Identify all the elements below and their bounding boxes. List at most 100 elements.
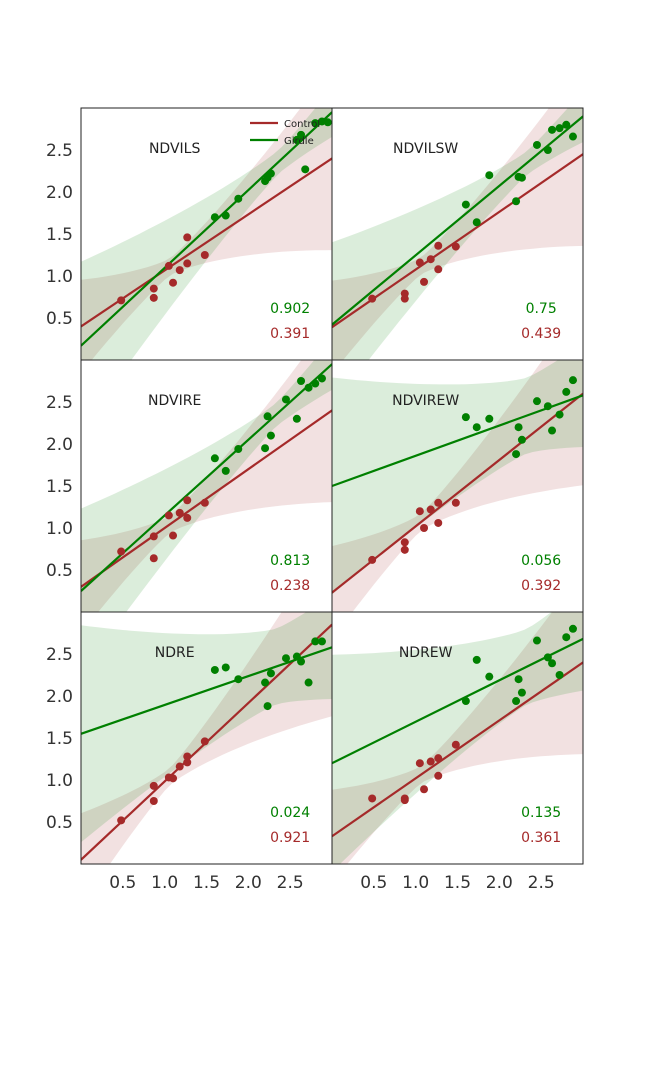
x-tick-label: 2.5 <box>277 873 304 893</box>
control-r2-label: 0.361 <box>521 830 561 846</box>
girdle-point <box>532 140 541 149</box>
control-point <box>175 508 184 517</box>
girdle-point <box>562 387 571 396</box>
control-point <box>434 518 443 527</box>
control-point <box>200 498 209 507</box>
girdle-point <box>512 197 521 206</box>
y-tick-label: 1.0 <box>46 771 73 791</box>
girdle-point <box>323 118 332 127</box>
x-tick-label: 1.5 <box>193 873 220 893</box>
girdle-point <box>234 194 243 203</box>
girdle-point <box>311 379 320 388</box>
panel-frame <box>331 611 584 865</box>
girdle-point <box>311 637 320 646</box>
girdle-point <box>297 657 306 666</box>
panel-ndre: NDRE 0.024 0.921 0.5 1.0 1.5 2.0 2.5 0.5 1.0 1.5 2.… <box>46 611 333 893</box>
control-point <box>426 757 435 766</box>
legend: Control Girdle <box>250 119 320 147</box>
control-point <box>183 259 192 268</box>
control-point <box>164 261 173 270</box>
control-point <box>368 555 377 564</box>
control-point <box>400 545 409 554</box>
girdle-point <box>317 117 326 126</box>
control-point <box>149 284 158 293</box>
control-point <box>149 532 158 541</box>
girdle-point <box>532 397 541 406</box>
girdle-regression-line <box>332 637 583 765</box>
girdle-point <box>261 444 270 453</box>
girdle-point <box>266 169 275 178</box>
girdle-point <box>297 130 306 139</box>
control-point <box>117 816 126 825</box>
girdle-point <box>568 132 577 141</box>
girdle-r2-label: 0.75 <box>526 301 557 317</box>
y-tick-label: 2.0 <box>46 435 73 455</box>
girdle-regression-line <box>81 111 332 347</box>
girdle-point <box>485 414 494 423</box>
girdle-point <box>514 675 523 684</box>
girdle-r2-label: 0.902 <box>270 301 310 317</box>
plot-area <box>332 108 583 360</box>
girdle-point <box>517 435 526 444</box>
girdle-point <box>304 678 313 687</box>
girdle-r2-label: 0.813 <box>270 553 310 569</box>
girdle-point <box>514 423 523 432</box>
panel-title: NDVILSW <box>393 141 458 157</box>
control-point <box>164 511 173 520</box>
girdle-r2-label: 0.024 <box>270 805 310 821</box>
y-tick-label: 2.5 <box>46 393 73 413</box>
y-tick-label: 0.5 <box>46 813 73 833</box>
girdle-point <box>548 125 557 134</box>
girdle-point <box>234 445 243 454</box>
girdle-point <box>548 659 557 668</box>
girdle-point <box>263 412 272 421</box>
control-point <box>175 762 184 771</box>
control-point <box>368 294 377 303</box>
y-tick-label: 1.5 <box>46 477 73 497</box>
girdle-r2-label: 0.135 <box>521 805 561 821</box>
y-tick-label: 1.0 <box>46 519 73 539</box>
control-point <box>420 277 429 286</box>
girdle-point <box>562 633 571 642</box>
control-point <box>117 547 126 556</box>
girdle-point <box>297 377 306 385</box>
plot-area <box>332 612 583 864</box>
x-tick-label: 0.5 <box>360 873 387 893</box>
control-point <box>451 498 460 507</box>
control-point <box>183 233 192 242</box>
control-point <box>149 554 158 563</box>
control-point <box>451 740 460 749</box>
control-r2-label: 0.391 <box>270 326 310 342</box>
y-tick-label: 2.0 <box>46 687 73 707</box>
girdle-point <box>221 663 230 672</box>
panel-title: NDRE <box>155 645 195 661</box>
control-point <box>149 797 158 805</box>
girdle-point <box>461 200 470 209</box>
girdle-r2-label: 0.056 <box>521 553 561 569</box>
control-point <box>451 242 460 251</box>
y-tick-label: 2.5 <box>46 141 73 161</box>
girdle-point <box>311 119 320 128</box>
girdle-point <box>562 120 571 129</box>
girdle-point <box>266 669 275 678</box>
girdle-point <box>210 213 219 222</box>
plot-area <box>81 360 332 612</box>
plot-area <box>81 108 332 360</box>
control-point <box>400 796 409 805</box>
girdle-point <box>221 211 230 220</box>
girdle-point <box>568 376 577 385</box>
control-regression-line <box>332 661 583 838</box>
girdle-point <box>281 654 290 663</box>
girdle-point <box>543 146 552 154</box>
plot-area <box>81 612 332 864</box>
girdle-point <box>317 374 326 383</box>
girdle-point <box>485 171 494 180</box>
girdle-point <box>461 413 470 422</box>
x-tick-label: 1.5 <box>444 873 471 893</box>
girdle-confidence-band <box>332 612 583 864</box>
girdle-point <box>517 173 526 182</box>
y-tick-label: 1.5 <box>46 729 73 749</box>
girdle-regression-line <box>81 646 332 735</box>
control-point <box>420 785 429 794</box>
plot-area <box>332 360 583 612</box>
